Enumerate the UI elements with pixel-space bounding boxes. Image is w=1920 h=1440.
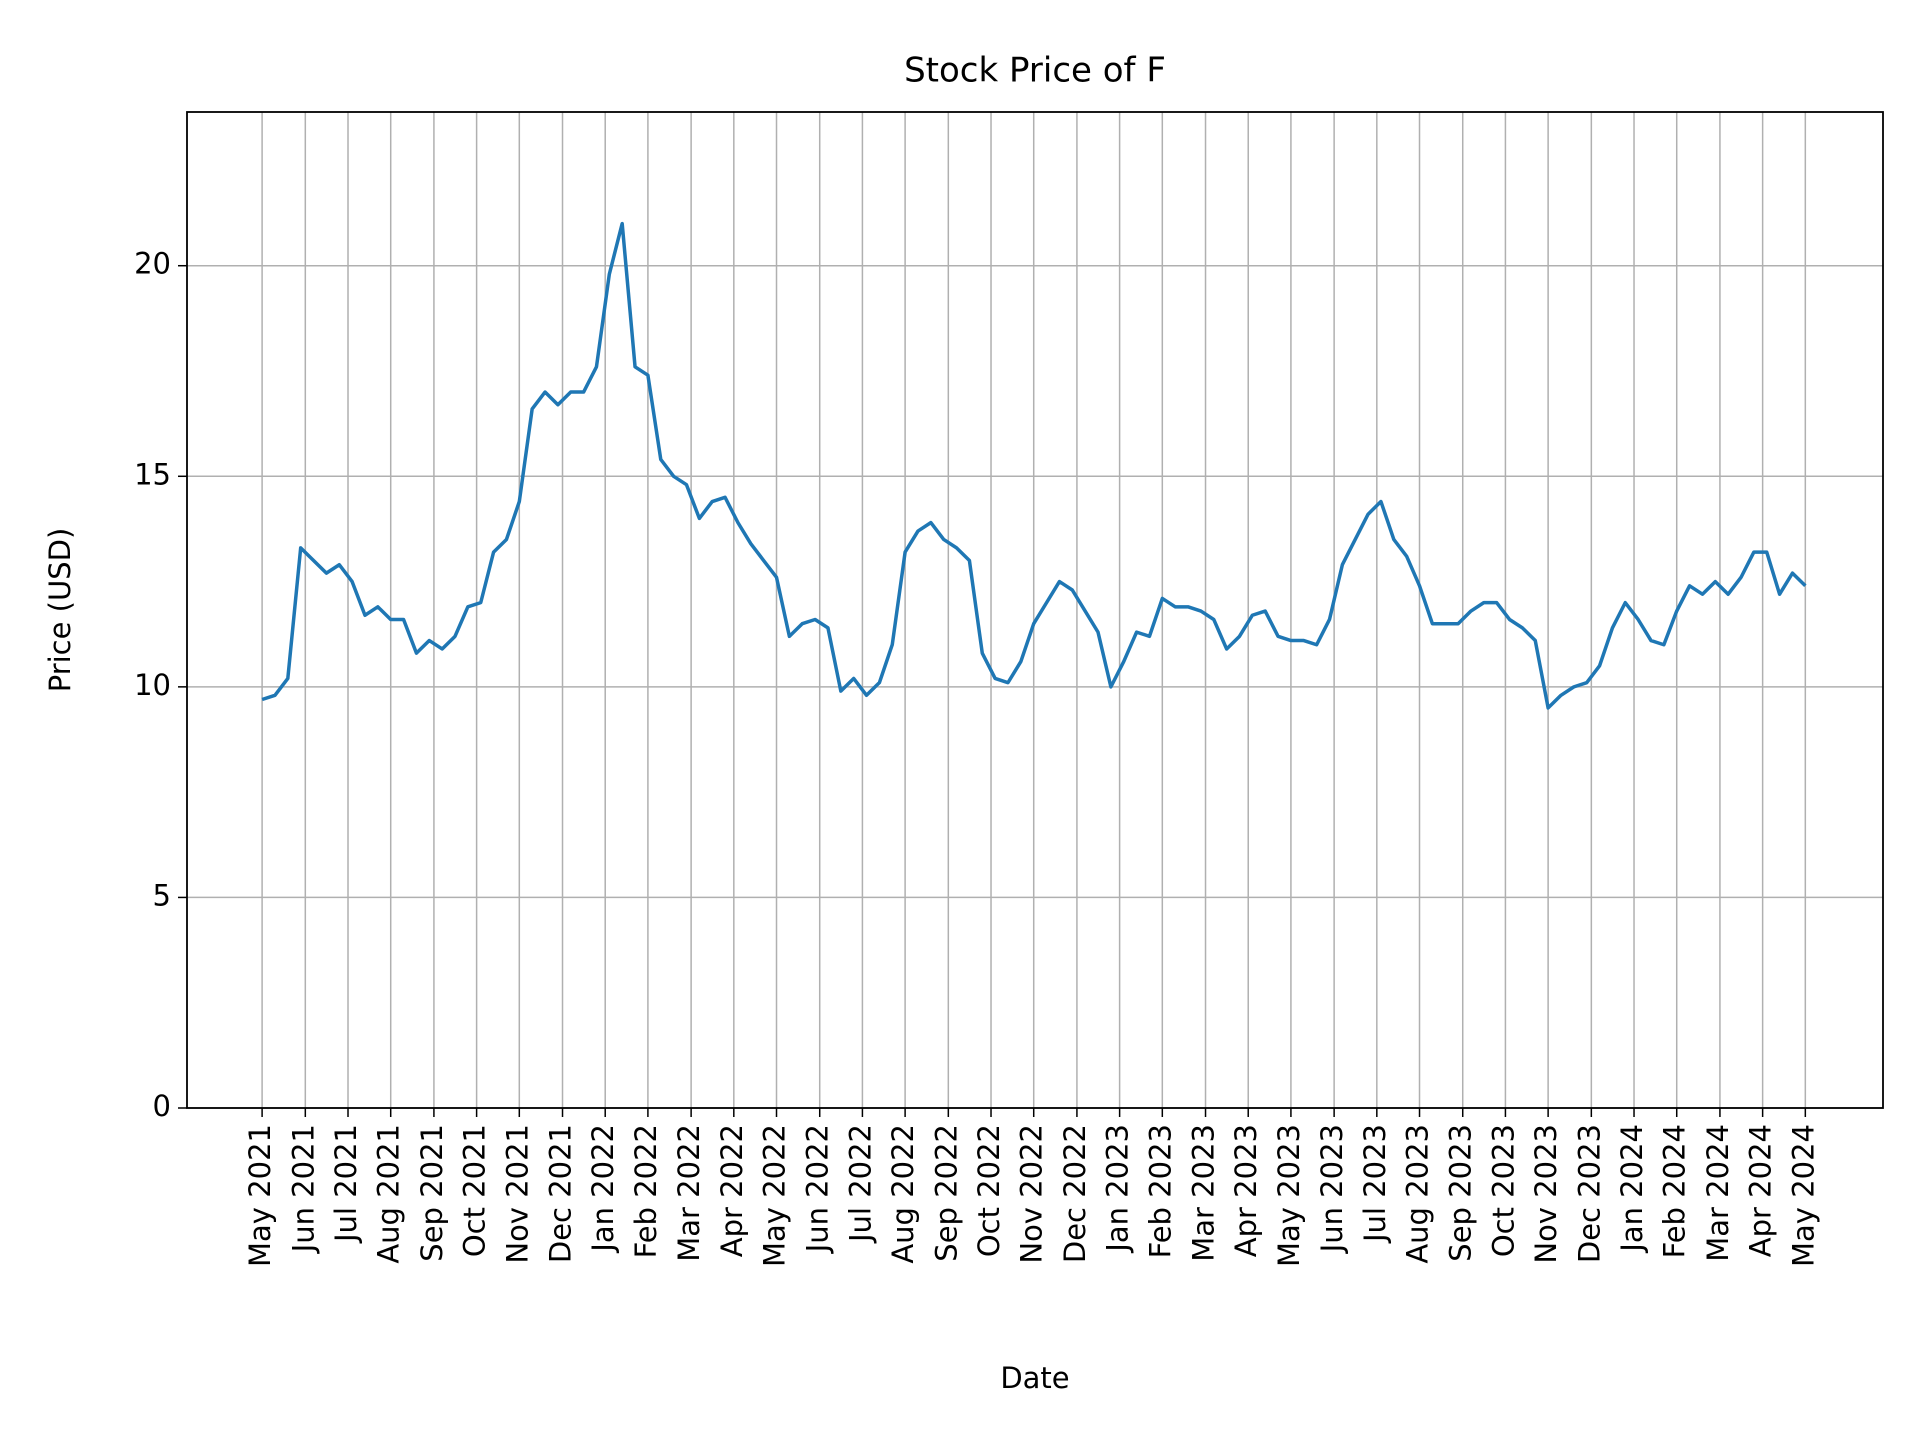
y-axis-label: Price (USD) <box>43 528 77 693</box>
x-tick-label: Mar 2022 <box>672 1124 706 1262</box>
x-tick-label: Jul 2023 <box>1358 1124 1392 1244</box>
x-tick-label: Nov 2021 <box>500 1124 534 1264</box>
x-tick-label: Jan 2024 <box>1615 1124 1649 1254</box>
x-tick-label: Feb 2024 <box>1658 1124 1692 1258</box>
y-tick-label: 10 <box>134 668 171 702</box>
x-tick-label: Jun 2022 <box>801 1124 835 1254</box>
x-tick-label: May 2022 <box>758 1124 792 1267</box>
x-tick-label: Jul 2021 <box>329 1124 363 1244</box>
x-tick-label: Dec 2021 <box>544 1124 578 1263</box>
x-tick-label: Oct 2022 <box>972 1124 1006 1257</box>
y-tick-label: 20 <box>134 247 171 281</box>
x-axis-label: Date <box>1000 1361 1069 1395</box>
x-tick-label: Dec 2023 <box>1572 1124 1606 1263</box>
y-tick-label: 15 <box>134 457 171 491</box>
x-tick-label: Aug 2021 <box>372 1124 406 1264</box>
x-tick-label: Sep 2023 <box>1444 1124 1478 1262</box>
x-tick-label: Feb 2023 <box>1143 1124 1177 1258</box>
y-tick-label: 0 <box>153 1089 171 1123</box>
x-tick-label: Jan 2023 <box>1101 1124 1135 1254</box>
x-tick-label: Oct 2023 <box>1486 1124 1520 1257</box>
y-tick-label: 5 <box>153 878 171 912</box>
x-tick-label: Dec 2022 <box>1058 1124 1092 1263</box>
x-tick-label: Aug 2023 <box>1401 1124 1435 1264</box>
price-line <box>261 221 1807 710</box>
x-tick-label: Feb 2022 <box>629 1124 663 1258</box>
x-tick-label: Jul 2022 <box>843 1124 877 1244</box>
chart-title: Stock Price of F <box>904 51 1166 91</box>
x-tick-label: Sep 2022 <box>929 1124 963 1262</box>
x-tick-label: Nov 2023 <box>1529 1124 1563 1264</box>
x-tick-label: Mar 2023 <box>1187 1124 1221 1262</box>
x-tick-label: Jun 2021 <box>286 1124 320 1254</box>
plot-frame <box>186 111 1884 1109</box>
x-tick-label: May 2021 <box>243 1124 277 1267</box>
x-tick-label: Sep 2021 <box>415 1124 449 1262</box>
x-tick-label: May 2024 <box>1786 1124 1820 1267</box>
x-tick-label: Apr 2022 <box>715 1124 749 1257</box>
x-tick-label: Mar 2024 <box>1701 1124 1735 1262</box>
x-tick-label: May 2023 <box>1272 1124 1306 1267</box>
x-tick-label: Aug 2022 <box>886 1124 920 1264</box>
x-tick-label: Nov 2022 <box>1015 1124 1049 1264</box>
x-tick-label: Jun 2023 <box>1315 1124 1349 1254</box>
x-tick-label: Jan 2022 <box>586 1124 620 1254</box>
x-tick-label: Apr 2024 <box>1744 1124 1778 1257</box>
x-tick-label: Oct 2021 <box>458 1124 492 1257</box>
x-tick-label: Apr 2023 <box>1229 1124 1263 1257</box>
